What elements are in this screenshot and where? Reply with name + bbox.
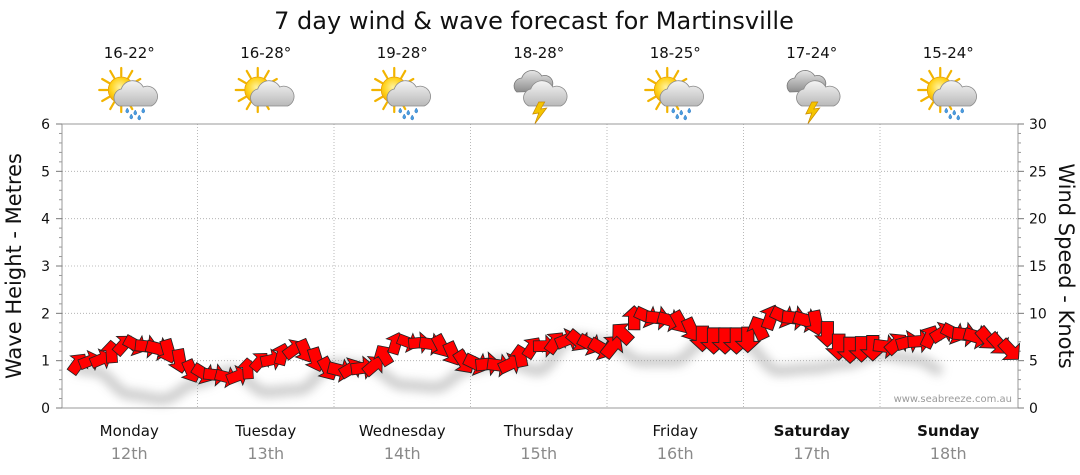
right-axis-ticks: 0 5 10 15 20 25 30: [1018, 117, 1047, 417]
left-tick-label: 0: [41, 401, 50, 417]
day-name-label: Friday: [653, 422, 699, 440]
right-tick-label: 25: [1029, 164, 1047, 180]
temperature-label: 15-24°: [923, 44, 974, 62]
right-axis-label: Wind Speed - Knots: [1054, 163, 1078, 368]
day-date-label: 17th: [793, 444, 830, 463]
right-tick-label: 15: [1029, 259, 1047, 275]
left-tick-label: 2: [41, 306, 50, 322]
wind-arrow: [361, 355, 383, 378]
day-name-label: Sunday: [917, 422, 980, 440]
left-axis-ticks: 0 1 2 3 4 5 6: [41, 117, 62, 417]
temperature-label: 16-28°: [240, 44, 291, 62]
temperature-label: 18-28°: [513, 44, 564, 62]
wind-arrow: [599, 336, 624, 361]
sun-cloud-showers-icon: [371, 66, 431, 121]
temperature-label: 19-28°: [377, 44, 428, 62]
day-date-label: 16th: [657, 444, 694, 463]
left-tick-label: 3: [41, 259, 50, 275]
right-tick-label: 0: [1029, 401, 1038, 417]
weather-icons: [98, 66, 977, 125]
grid-lines: [62, 124, 1018, 408]
storm-cloud-icon: [786, 70, 841, 125]
wind-arrow: [734, 326, 762, 354]
sun-cloud-icon: [234, 66, 295, 114]
right-tick-label: 20: [1029, 212, 1047, 228]
sun-cloud-showers-icon: [917, 66, 977, 121]
left-tick-label: 1: [41, 354, 50, 370]
wind-arrows: [66, 304, 1021, 389]
storm-cloud-icon: [513, 70, 568, 125]
day-date-label: 18th: [930, 444, 967, 463]
day-date-label: 14th: [384, 444, 421, 463]
left-tick-label: 4: [41, 212, 50, 228]
temperature-label: 16-22°: [104, 44, 155, 62]
wind-arrow: [373, 345, 395, 368]
day-name-label: Thursday: [503, 422, 574, 440]
wind-arrow: [612, 323, 636, 347]
left-axis-label: Wave Height - Metres: [2, 153, 26, 379]
sun-cloud-showers-icon: [644, 66, 704, 121]
temperature-labels: 16-22° 16-28° 19-28° 18-28° 18-25° 17-24° 15-2…: [104, 44, 974, 62]
day-date-label: 12th: [111, 444, 148, 463]
chart-title: 7 day wind & wave forecast for Martinsvi…: [274, 7, 794, 35]
day-name-label: Saturday: [774, 422, 851, 440]
day-date-label: 15th: [520, 444, 557, 463]
day-name-label: Monday: [100, 422, 159, 440]
temperature-label: 17-24°: [786, 44, 837, 62]
day-date-label: 13th: [247, 444, 284, 463]
credit-label: www.seabreeze.com.au: [894, 394, 1012, 405]
temperature-label: 18-25°: [650, 44, 701, 62]
left-tick-label: 5: [41, 164, 50, 180]
day-name-label: Tuesday: [234, 422, 296, 440]
wind-arrow: [997, 337, 1021, 360]
right-tick-label: 10: [1029, 306, 1047, 322]
right-tick-label: 30: [1029, 117, 1047, 133]
sun-cloud-showers-icon: [98, 66, 158, 121]
right-tick-label: 5: [1029, 354, 1038, 370]
day-labels: Monday 12th Tuesday 13th Wednesday 14th Thursd…: [100, 422, 980, 463]
left-tick-label: 6: [41, 117, 50, 133]
day-name-label: Wednesday: [359, 422, 446, 440]
